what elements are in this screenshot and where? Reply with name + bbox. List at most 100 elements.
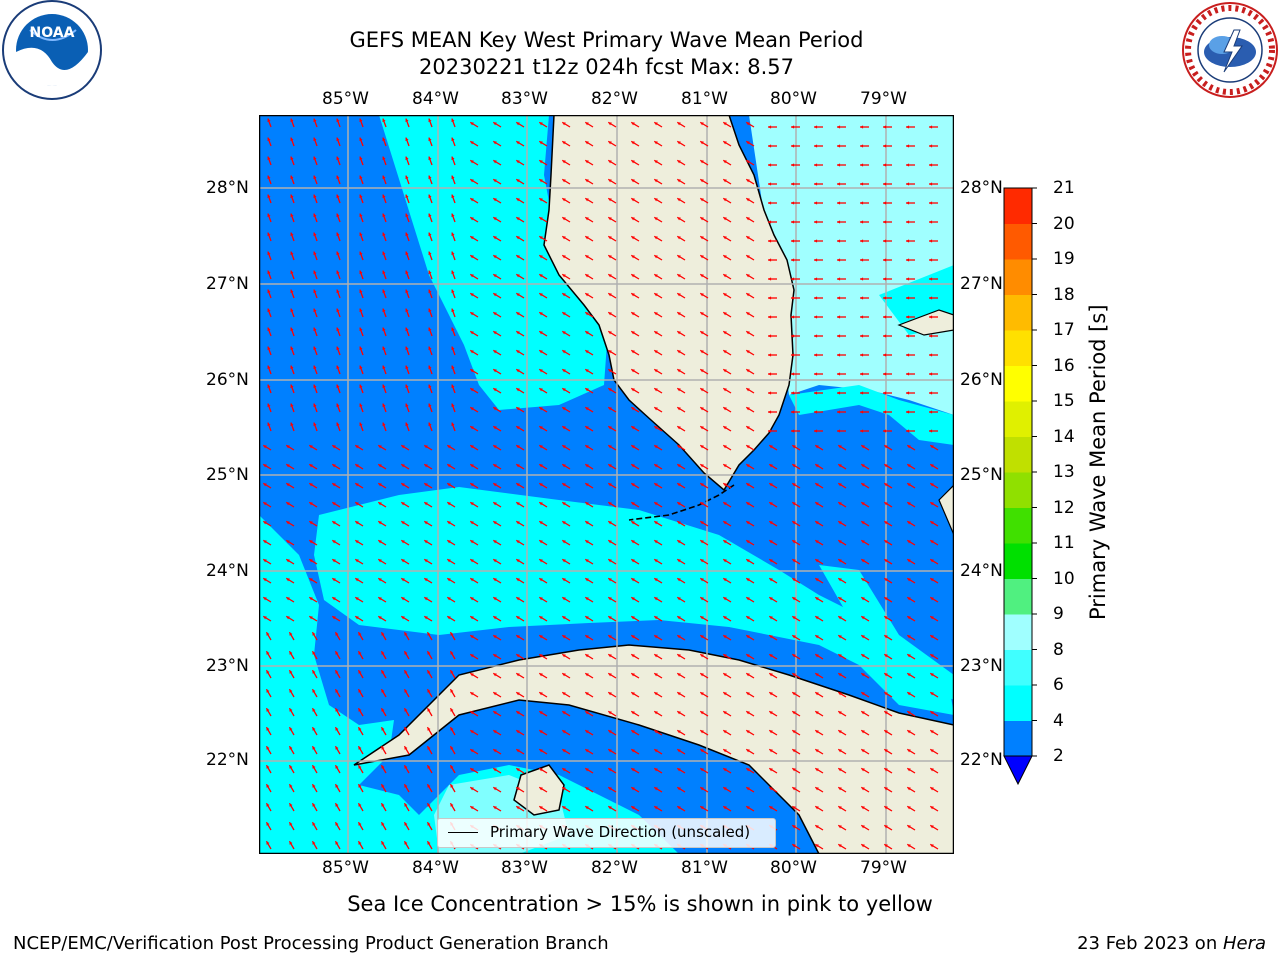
wave-arrow xyxy=(676,406,686,413)
wave-arrow xyxy=(814,501,824,508)
wave-arrow xyxy=(561,444,571,451)
wave-arrow xyxy=(469,615,479,622)
wave-arrow xyxy=(380,726,387,736)
colorbar-segment xyxy=(1004,223,1032,260)
wave-arrow xyxy=(929,558,939,565)
wave-arrow xyxy=(722,178,732,185)
wave-arrow xyxy=(584,444,594,451)
wave-arrow xyxy=(791,201,800,205)
wave-arrow xyxy=(814,182,823,186)
wave-arrow xyxy=(265,840,272,850)
wave-arrow xyxy=(426,669,433,679)
colorbar-segment xyxy=(1004,188,1032,224)
wave-arrow xyxy=(265,669,272,679)
wave-arrow xyxy=(607,330,617,337)
wave-arrow xyxy=(745,501,755,508)
wave-arrow xyxy=(311,707,318,717)
wave-arrow xyxy=(267,175,272,185)
wave-arrow xyxy=(699,501,709,508)
wave-arrow xyxy=(883,429,892,433)
wave-arrow xyxy=(883,596,893,603)
wave-arrow xyxy=(630,349,640,356)
wave-arrow xyxy=(469,368,479,375)
wave-arrow xyxy=(313,327,318,337)
wave-arrow xyxy=(469,121,479,128)
wave-arrow xyxy=(469,710,479,717)
wave-arrow xyxy=(336,289,341,299)
wave-arrow xyxy=(446,501,456,508)
lat-tick-left: 25°N xyxy=(206,465,249,485)
wave-arrow xyxy=(561,159,571,166)
wave-arrow xyxy=(837,748,847,755)
wave-arrow xyxy=(451,270,456,280)
wave-arrow xyxy=(929,353,938,357)
wave-arrow xyxy=(469,254,479,261)
wave-arrow xyxy=(451,384,456,394)
land-cuba xyxy=(353,644,954,854)
wave-arrow xyxy=(929,163,938,167)
wave-arrow xyxy=(607,463,617,470)
wave-arrow xyxy=(403,650,410,660)
wave-arrow xyxy=(288,631,295,641)
wave-arrow xyxy=(653,273,663,280)
wave-arrow xyxy=(607,311,617,318)
wave-arrow xyxy=(929,786,939,793)
wave-arrow xyxy=(860,182,869,186)
wave-arrow xyxy=(906,691,916,698)
wave-arrow xyxy=(357,707,364,717)
wave-arrow xyxy=(860,558,870,565)
wave-arrow xyxy=(883,372,892,376)
wave-arrow xyxy=(405,137,410,147)
wave-arrow xyxy=(814,615,824,622)
wave-arrow xyxy=(359,289,364,299)
wave-arrow xyxy=(265,688,272,698)
wave-arrow xyxy=(653,577,663,584)
wave-arrow xyxy=(883,239,892,243)
wave-arrow xyxy=(883,463,893,470)
wave-arrow xyxy=(653,501,663,508)
wave-arrow xyxy=(814,391,823,395)
wave-arrow xyxy=(492,710,502,717)
wave-arrow xyxy=(607,615,617,622)
colorbar-segment xyxy=(1004,649,1032,686)
wave-arrow xyxy=(929,596,939,603)
wave-arrow xyxy=(607,178,617,185)
wave-arrow xyxy=(451,194,456,204)
wave-arrow xyxy=(469,786,479,793)
wave-arrow xyxy=(791,786,801,793)
wave-arrow xyxy=(403,821,410,831)
wave-arrow xyxy=(607,387,617,394)
wave-arrow xyxy=(354,501,364,508)
wave-arrow xyxy=(538,691,548,698)
wave-arrow xyxy=(446,463,456,470)
wave-arrow xyxy=(676,596,686,603)
wave-arrow xyxy=(377,501,387,508)
wave-arrow xyxy=(630,558,640,565)
wave-arrow xyxy=(607,349,617,356)
wave-arrow xyxy=(676,691,686,698)
wave-arrow xyxy=(290,346,295,356)
wave-arrow xyxy=(906,767,916,774)
cyan-region-atlantic-edge xyxy=(789,385,954,445)
wave-arrow xyxy=(837,710,847,717)
wave-arrow xyxy=(334,783,341,793)
wave-arrow xyxy=(860,444,870,451)
wave-arrow xyxy=(630,710,640,717)
wave-arrow xyxy=(403,745,410,755)
wave-arrow xyxy=(768,220,777,224)
wave-arrow xyxy=(492,615,502,622)
wave-arrow xyxy=(676,273,686,280)
wave-arrow xyxy=(428,251,433,261)
wave-arrow xyxy=(538,311,548,318)
wave-arrow xyxy=(883,824,893,831)
wave-arrow xyxy=(515,425,525,432)
wave-arrow xyxy=(515,235,525,242)
wave-arrow xyxy=(653,710,663,717)
wave-arrow xyxy=(883,144,892,148)
wave-arrow xyxy=(860,767,870,774)
wave-arrow xyxy=(607,254,617,261)
wave-arrow xyxy=(469,805,479,812)
wave-arrow xyxy=(469,444,479,451)
wave-arrow xyxy=(837,786,847,793)
wave-arrow xyxy=(722,577,732,584)
